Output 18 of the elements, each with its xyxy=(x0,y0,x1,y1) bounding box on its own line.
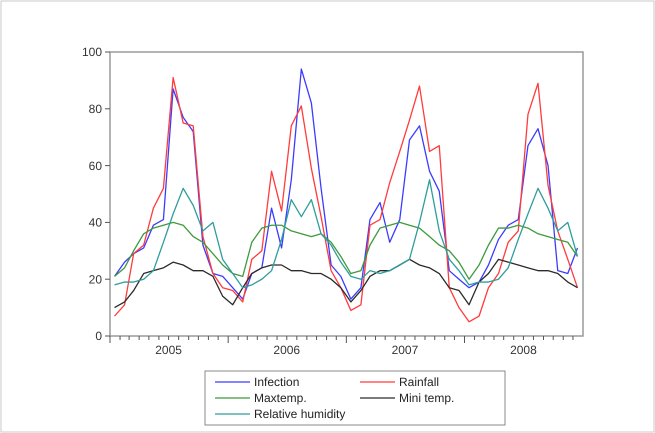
y-tick-label: 60 xyxy=(88,158,102,173)
legend-label: Relative humidity xyxy=(254,407,346,422)
x-tick-label: 2007 xyxy=(392,343,419,357)
x-tick-label: 2008 xyxy=(510,343,538,357)
legend-label: Maxtemp. xyxy=(254,391,307,406)
line-series xyxy=(114,258,578,308)
y-tick-label: 100 xyxy=(82,45,102,60)
legend-label: Mini temp. xyxy=(399,391,454,406)
y-tick-label: 0 xyxy=(95,329,102,344)
x-tick-label: 2005 xyxy=(155,343,182,357)
y-tick-label: 80 xyxy=(88,102,102,116)
legend-label: Rainfall xyxy=(399,375,440,390)
line-series xyxy=(114,179,578,288)
y-tick-label: 40 xyxy=(88,216,102,230)
x-tick-label: 2006 xyxy=(273,343,300,357)
y-tick-label: 20 xyxy=(88,272,102,286)
legend-label: Infection xyxy=(254,375,300,390)
line-series xyxy=(114,222,578,280)
